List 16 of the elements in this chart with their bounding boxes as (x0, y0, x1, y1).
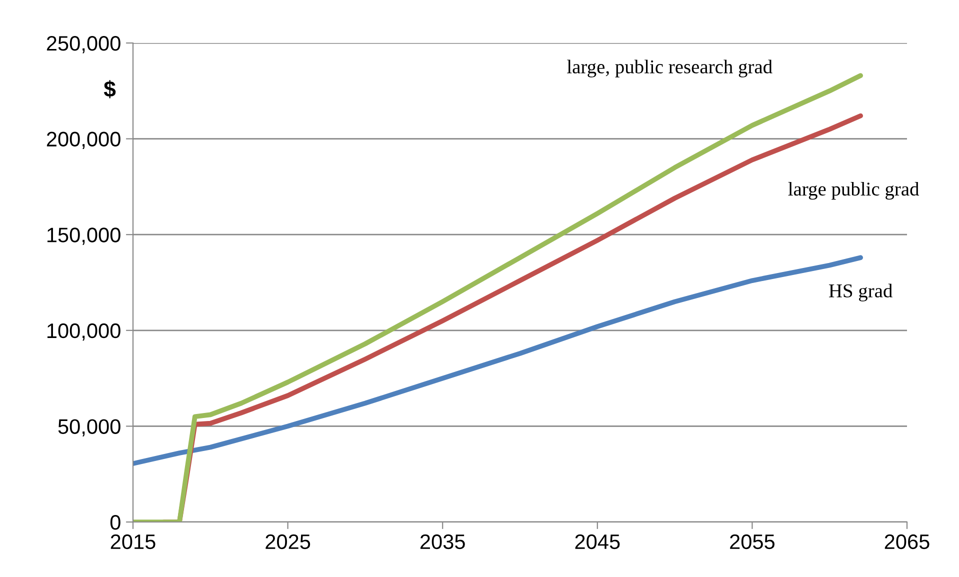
series-label: HS grad (828, 284, 892, 302)
x-tick-label: 2025 (266, 534, 310, 550)
x-tick-label: 2035 (420, 534, 465, 550)
y-tick-label: 100,000 (47, 323, 120, 341)
y-tick-label: 50,000 (58, 419, 120, 436)
series-label: large public grad (788, 182, 920, 200)
y-axis-title: $ (104, 80, 116, 98)
x-tick-label: 2045 (575, 534, 620, 550)
y-tick-label: 150,000 (47, 228, 120, 245)
series-label: large, public research grad (567, 60, 772, 78)
x-tick-label: 2015 (110, 534, 156, 550)
y-tick-label: 250,000 (46, 36, 120, 54)
x-tick-label: 2055 (730, 534, 774, 550)
y-tick-label: 200,000 (46, 132, 120, 150)
x-tick-label: 2065 (884, 534, 930, 550)
y-tick-label: 0 (110, 515, 120, 530)
